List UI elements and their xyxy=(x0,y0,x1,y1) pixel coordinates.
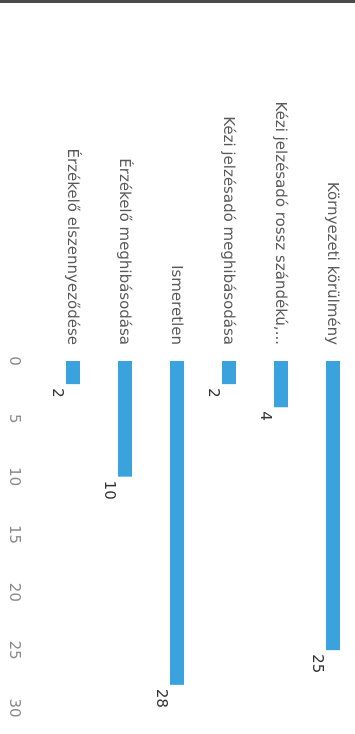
data-label: 28 xyxy=(153,689,171,708)
bar xyxy=(274,361,288,408)
axis-tick-label: 20 xyxy=(6,583,24,602)
data-label: 2 xyxy=(49,388,67,398)
data-label: 10 xyxy=(101,481,119,500)
axis-tick-label: 10 xyxy=(6,467,24,486)
axis-tick-label: 5 xyxy=(6,414,24,424)
top-border-line xyxy=(0,0,355,3)
axis-tick-label: 15 xyxy=(6,525,24,544)
bar xyxy=(170,361,184,685)
category-label: Kézi jelzésadó meghibásodása xyxy=(220,116,238,345)
bar xyxy=(222,361,236,385)
data-label: 2 xyxy=(205,388,223,398)
category-label: Ismeretlen xyxy=(168,265,186,345)
category-label: Kézi jelzésadó rossz szándékú,... xyxy=(272,102,290,346)
axis-tick-label: 25 xyxy=(6,641,24,660)
bar xyxy=(66,361,80,385)
bar xyxy=(326,361,340,651)
data-label: 25 xyxy=(309,654,327,673)
axis-tick-label: 30 xyxy=(6,698,24,717)
category-label: Érzékelő meghibásodása xyxy=(116,158,135,345)
category-label: Érzékelő elszennyeződése xyxy=(64,148,83,345)
axis-tick-label: 0 xyxy=(6,356,24,366)
data-label: 4 xyxy=(257,411,275,421)
category-label: Környezeti körülmény xyxy=(324,182,342,345)
bar xyxy=(118,361,132,477)
